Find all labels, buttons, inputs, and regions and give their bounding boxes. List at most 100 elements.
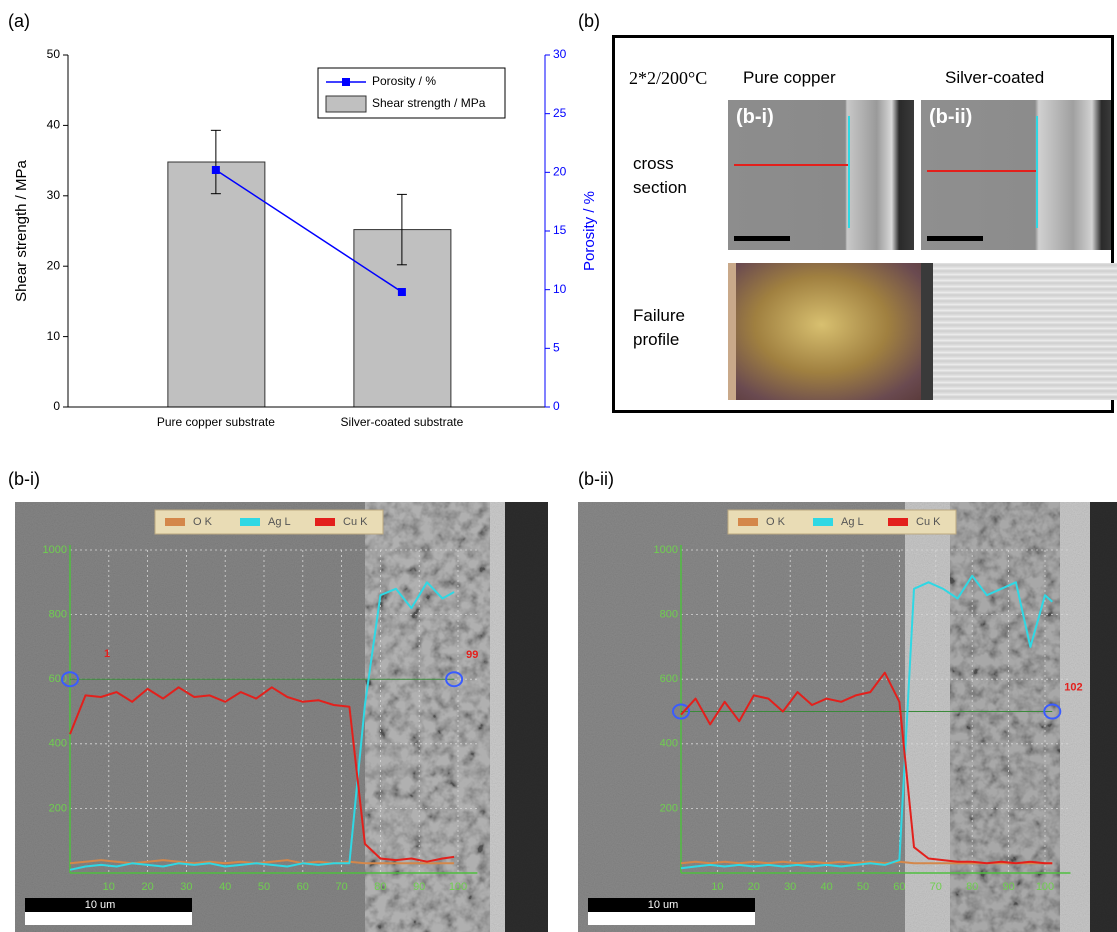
- profile-line: [927, 170, 1037, 172]
- x-tick-label: 20: [141, 881, 153, 893]
- chart-a: 01020304050051015202530Pure copper subst…: [13, 47, 598, 429]
- y-tick-label: 1000: [43, 544, 67, 556]
- x-tick-label: 30: [784, 881, 796, 893]
- x-tick-label: 70: [335, 881, 347, 893]
- row-header: Failure profile: [633, 304, 713, 352]
- legend-swatch: [738, 518, 758, 526]
- x-tick-label: 40: [219, 881, 231, 893]
- y-tick-label: 200: [660, 802, 678, 814]
- image-texture: [15, 502, 365, 932]
- x-tick-label: 50: [258, 881, 270, 893]
- x-tick-label: 30: [180, 881, 192, 893]
- legend-label: Cu K: [916, 516, 941, 528]
- x-tick-label: 10: [103, 881, 115, 893]
- x-tick-label: 100: [1036, 881, 1054, 893]
- x-tick-label: Pure copper substrate: [157, 415, 275, 429]
- scale-bar: [927, 236, 983, 241]
- x-tick-label: 40: [820, 881, 832, 893]
- profile-line: [848, 116, 850, 228]
- y-tick-label: 800: [49, 609, 67, 621]
- y2-tick-label: 0: [553, 399, 560, 413]
- y2-tick-label: 30: [553, 47, 567, 61]
- x-tick-label: 10: [711, 881, 723, 893]
- point-label: 1: [104, 648, 110, 660]
- legend-swatch: [315, 518, 335, 526]
- x-tick-label: 50: [857, 881, 869, 893]
- image-texture: [905, 502, 950, 932]
- x-tick-label: Silver-coated substrate: [341, 415, 464, 429]
- legend-swatch: [888, 518, 908, 526]
- y-tick-label: 50: [47, 47, 61, 61]
- y-tick-label: 1000: [654, 544, 678, 556]
- y-tick-label: 40: [47, 118, 61, 132]
- condition: 2*2/200°C: [629, 68, 707, 89]
- x-tick-label: 60: [297, 881, 309, 893]
- legend-swatch: [326, 96, 366, 112]
- failure-image: [921, 263, 1117, 400]
- legend-label: Cu K: [343, 516, 368, 528]
- y-tick-label: 20: [47, 258, 61, 272]
- y-tick-label: 400: [49, 738, 67, 750]
- legend-label: Porosity / %: [372, 74, 436, 88]
- x-tick-label: 100: [449, 881, 467, 893]
- legend-label: Ag L: [268, 516, 291, 528]
- line-marker: [398, 288, 406, 296]
- image-texture: [505, 502, 548, 932]
- scale-bar: [734, 236, 790, 241]
- panel-label: (b-ii): [578, 469, 614, 489]
- legend-swatch: [165, 518, 185, 526]
- legend-label: O K: [766, 516, 786, 528]
- page: { "panel_labels": ["(a)", "(b)", "(b-i)"…: [0, 0, 1117, 932]
- column-header: Silver-coated: [945, 68, 1044, 88]
- x-tick-label: 20: [748, 881, 760, 893]
- legend-swatch: [813, 518, 833, 526]
- x-tick-label: 70: [930, 881, 942, 893]
- x-tick-label: 60: [893, 881, 905, 893]
- scale-bar-base: [588, 912, 755, 925]
- profile-line: [734, 164, 849, 166]
- legend-swatch: [342, 78, 350, 86]
- y2-tick-label: 10: [553, 282, 567, 296]
- panel-label: (b-i): [8, 469, 40, 489]
- y-tick-label: 200: [49, 802, 67, 814]
- legend-label: Ag L: [841, 516, 864, 528]
- scale-bar-label: 10 um: [85, 899, 116, 911]
- x-tick-label: 80: [374, 881, 386, 893]
- image-texture: [950, 502, 1060, 932]
- y-tick-label: 30: [47, 188, 61, 202]
- legend-label: Shear strength / MPa: [372, 96, 486, 110]
- y2-tick-label: 5: [553, 341, 560, 355]
- y-tick-label: 800: [660, 609, 678, 621]
- panel-label: (a): [8, 11, 30, 31]
- panel-b: 2*2/200°C Pure copper Silver-coated cros…: [612, 35, 1114, 413]
- row-header: cross section: [633, 152, 703, 200]
- y2-axis-title: Porosity / %: [581, 191, 598, 271]
- y-tick-label: 0: [53, 399, 60, 413]
- image-texture: [490, 502, 505, 932]
- scale-bar-label: 10 um: [648, 899, 679, 911]
- y-tick-label: 10: [47, 329, 61, 343]
- point-label: 99: [466, 649, 478, 661]
- inset-label: (b-i): [736, 106, 774, 129]
- legend-swatch: [240, 518, 260, 526]
- line-marker: [212, 166, 220, 174]
- y-tick-label: 600: [660, 673, 678, 685]
- profile-line: [1036, 116, 1038, 228]
- failure-image: [728, 263, 926, 400]
- panel-label: (b): [578, 11, 600, 31]
- column-header: Pure copper: [743, 68, 836, 88]
- point-label: 102: [1064, 681, 1082, 693]
- y-axis-title: Shear strength / MPa: [13, 159, 30, 301]
- y2-tick-label: 20: [553, 165, 567, 179]
- y2-tick-label: 15: [553, 223, 567, 237]
- image-texture: [365, 502, 490, 932]
- y-tick-label: 400: [660, 738, 678, 750]
- image-texture: [1090, 502, 1117, 932]
- bar: [168, 162, 265, 407]
- x-tick-label: 90: [1002, 881, 1014, 893]
- x-tick-label: 90: [413, 881, 425, 893]
- image-texture: [1060, 502, 1090, 932]
- cross-section-image: (b-ii): [921, 100, 1111, 250]
- cross-section-image: (b-i): [728, 100, 914, 250]
